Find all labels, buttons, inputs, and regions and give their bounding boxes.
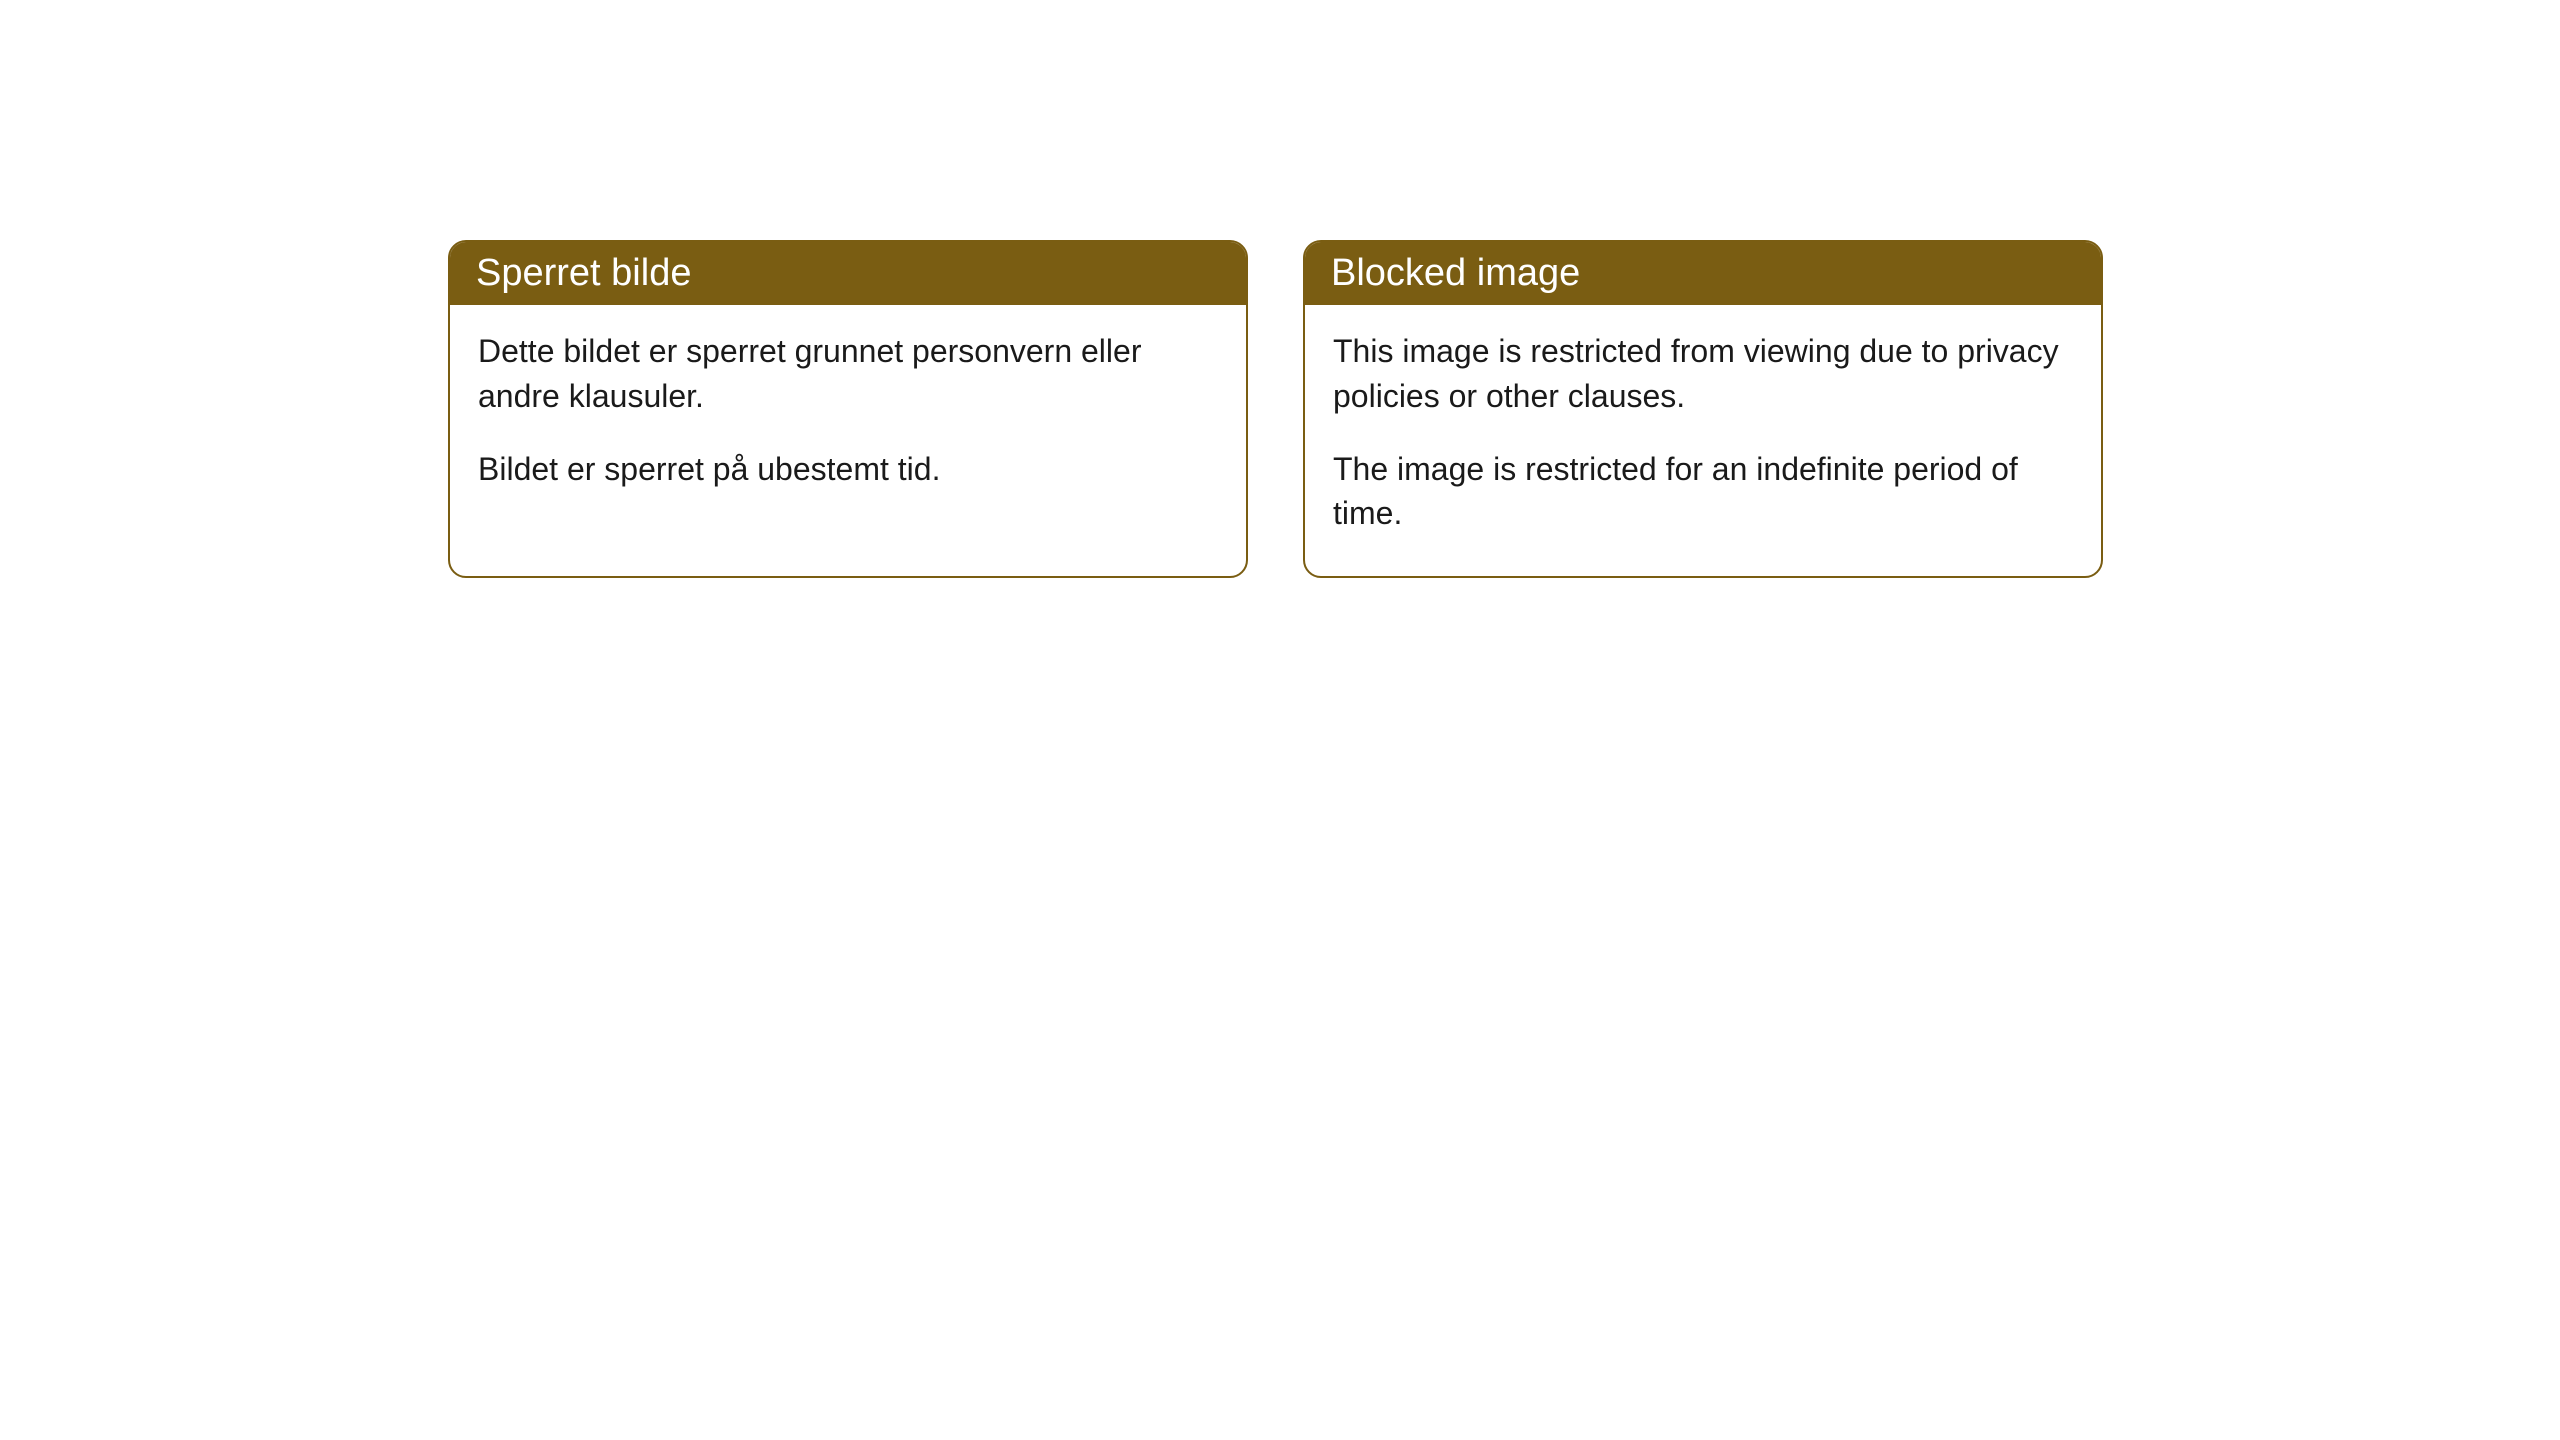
notice-paragraph: Bildet er sperret på ubestemt tid.	[478, 447, 1218, 492]
notice-card-header: Blocked image	[1305, 242, 2101, 305]
notice-card-title: Blocked image	[1331, 252, 1580, 294]
notice-cards-container: Sperret bilde Dette bildet er sperret gr…	[448, 240, 2103, 578]
notice-card-title: Sperret bilde	[476, 252, 691, 294]
notice-card-body: This image is restricted from viewing du…	[1305, 305, 2101, 576]
notice-paragraph: This image is restricted from viewing du…	[1333, 329, 2073, 419]
notice-card-english: Blocked image This image is restricted f…	[1303, 240, 2103, 578]
notice-card-header: Sperret bilde	[450, 242, 1246, 305]
notice-paragraph: The image is restricted for an indefinit…	[1333, 447, 2073, 537]
notice-paragraph: Dette bildet er sperret grunnet personve…	[478, 329, 1218, 419]
notice-card-norwegian: Sperret bilde Dette bildet er sperret gr…	[448, 240, 1248, 578]
notice-card-body: Dette bildet er sperret grunnet personve…	[450, 305, 1246, 531]
